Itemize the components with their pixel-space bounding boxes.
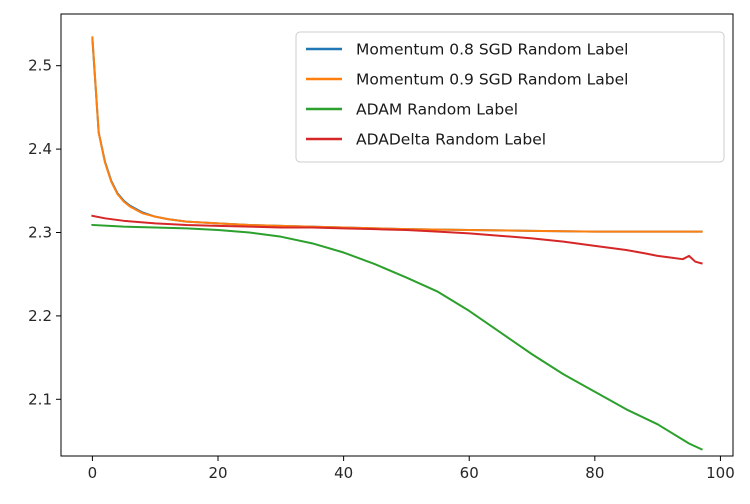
y-tick-label: 2.2	[28, 307, 52, 325]
x-tick-label: 20	[208, 464, 227, 482]
x-tick-label: 60	[460, 464, 479, 482]
legend: Momentum 0.8 SGD Random Label Momentum 0.…	[295, 31, 725, 163]
legend-label-4: ADADelta Random Label	[356, 131, 546, 149]
x-axis: 0 20 40 60 80 100	[88, 456, 735, 482]
x-tick-label: 0	[88, 464, 98, 482]
x-tick-label: 40	[334, 464, 353, 482]
series-line-3	[91, 223, 703, 451]
y-axis: 2.1 2.2 2.3 2.4 2.5	[28, 57, 61, 408]
series-line-2	[91, 36, 703, 233]
plot-frame	[60, 13, 734, 457]
legend-label-2: Momentum 0.9 SGD Random Label	[356, 71, 628, 89]
x-tick-label: 100	[706, 464, 735, 482]
legend-label-3: ADAM Random Label	[356, 101, 518, 119]
series-line-4	[91, 214, 703, 265]
y-tick-label: 2.1	[28, 390, 52, 408]
y-tick-label: 2.5	[28, 57, 52, 75]
x-tick-label: 80	[585, 464, 604, 482]
legend-box	[295, 31, 725, 163]
legend-label-1: Momentum 0.8 SGD Random Label	[356, 41, 628, 59]
series-layer	[91, 36, 703, 451]
y-tick-label: 2.3	[28, 223, 52, 241]
y-tick-label: 2.4	[28, 140, 52, 158]
